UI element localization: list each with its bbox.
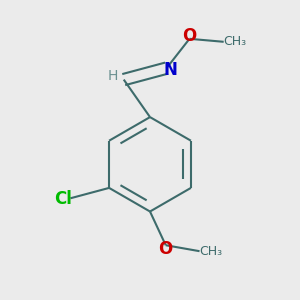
Text: O: O — [182, 27, 197, 45]
Text: O: O — [158, 240, 172, 258]
Text: Cl: Cl — [54, 190, 72, 208]
Text: CH₃: CH₃ — [223, 35, 246, 48]
Text: N: N — [164, 61, 178, 79]
Text: H: H — [108, 69, 118, 83]
Text: CH₃: CH₃ — [199, 245, 222, 258]
